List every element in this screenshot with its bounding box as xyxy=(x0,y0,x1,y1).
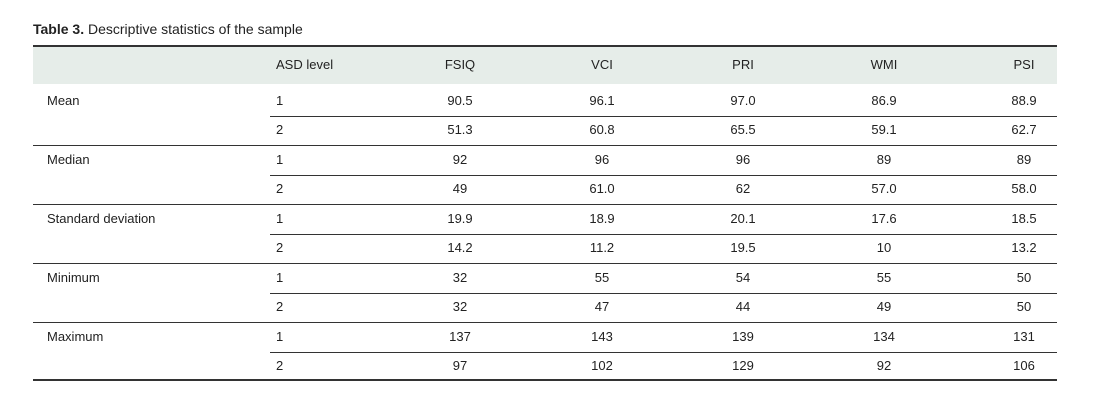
cell: 59.1 xyxy=(871,122,897,138)
cell: 32 xyxy=(452,299,468,315)
cell: 137 xyxy=(449,328,471,344)
cell: 55 xyxy=(594,269,610,285)
cell: 2 xyxy=(276,358,284,374)
cell: 97.0 xyxy=(730,92,756,108)
bottom-rule xyxy=(33,379,1057,381)
cell: 17.6 xyxy=(871,210,897,226)
cell: 62 xyxy=(735,181,751,197)
cell: 11.2 xyxy=(589,240,615,256)
cell: 102 xyxy=(591,358,613,374)
cell: 1 xyxy=(276,151,284,167)
header-cell: ASD level xyxy=(276,57,334,72)
group-label: Standard deviation xyxy=(47,210,156,226)
cell: 89 xyxy=(1016,151,1032,167)
header-cell: PSI xyxy=(1013,57,1035,72)
cell: 106 xyxy=(1013,358,1035,374)
cell: 18.9 xyxy=(589,210,615,226)
cell: 49 xyxy=(876,299,892,315)
group-label: Median xyxy=(47,151,90,167)
row-rule xyxy=(270,233,1057,235)
cell: 143 xyxy=(591,328,613,344)
cell: 139 xyxy=(732,328,754,344)
row-rule xyxy=(270,174,1057,176)
cell: 58.0 xyxy=(1011,181,1037,197)
cell: 19.5 xyxy=(730,240,756,256)
cell: 57.0 xyxy=(871,181,897,197)
header-cell: WMI xyxy=(870,57,898,72)
cell: 2 xyxy=(276,299,284,315)
group-rule xyxy=(33,145,1057,146)
cell: 2 xyxy=(276,181,284,197)
group-rule xyxy=(33,204,1057,205)
group-rule xyxy=(33,322,1057,323)
cell: 92 xyxy=(452,151,468,167)
group-label: Maximum xyxy=(47,328,104,344)
cell: 10 xyxy=(876,240,892,256)
header-cell: PRI xyxy=(732,57,754,72)
cell: 1 xyxy=(276,328,284,344)
cell: 14.2 xyxy=(447,240,473,256)
cell: 134 xyxy=(873,328,895,344)
cell: 96 xyxy=(735,151,751,167)
caption-label: Table 3. xyxy=(33,21,85,37)
cell: 1 xyxy=(276,269,284,285)
cell: 47 xyxy=(594,299,610,315)
row-rule xyxy=(270,351,1057,353)
cell: 50 xyxy=(1016,269,1032,285)
group-label: Minimum xyxy=(47,269,100,285)
cell: 131 xyxy=(1013,328,1035,344)
cell: 90.5 xyxy=(447,92,473,108)
cell: 50 xyxy=(1016,299,1032,315)
cell: 65.5 xyxy=(730,122,756,138)
top-rule xyxy=(33,45,1057,47)
cell: 49 xyxy=(452,181,468,197)
cell: 86.9 xyxy=(871,92,897,108)
cell: 2 xyxy=(276,240,284,256)
header-cell: VCI xyxy=(591,57,613,72)
cell: 19.9 xyxy=(447,210,473,226)
header-background xyxy=(33,46,1057,84)
caption: Table 3. Descriptive statistics of the s… xyxy=(33,21,303,37)
cell: 54 xyxy=(735,269,751,285)
header-cell: FSIQ xyxy=(444,57,476,72)
cell: 1 xyxy=(276,92,284,108)
cell: 96 xyxy=(594,151,610,167)
row-rule xyxy=(270,292,1057,294)
row-rule xyxy=(270,115,1057,117)
cell: 97 xyxy=(452,358,468,374)
cell: 55 xyxy=(876,269,892,285)
group-rule xyxy=(33,263,1057,264)
cell: 13.2 xyxy=(1011,240,1037,256)
cell: 129 xyxy=(732,358,754,374)
cell: 96.1 xyxy=(589,92,615,108)
cell: 92 xyxy=(876,358,892,374)
cell: 44 xyxy=(735,299,751,315)
group-label: Mean xyxy=(47,92,80,108)
cell: 62.7 xyxy=(1011,122,1037,138)
cell: 18.5 xyxy=(1011,210,1037,226)
cell: 32 xyxy=(452,269,468,285)
cell: 51.3 xyxy=(447,122,473,138)
cell: 88.9 xyxy=(1011,92,1037,108)
cell: 20.1 xyxy=(730,210,756,226)
cell: 89 xyxy=(876,151,892,167)
cell: 2 xyxy=(276,122,284,138)
cell: 1 xyxy=(276,210,284,226)
cell: 61.0 xyxy=(589,181,615,197)
caption-text: Descriptive statistics of the sample xyxy=(87,21,303,37)
cell: 60.8 xyxy=(589,122,615,138)
